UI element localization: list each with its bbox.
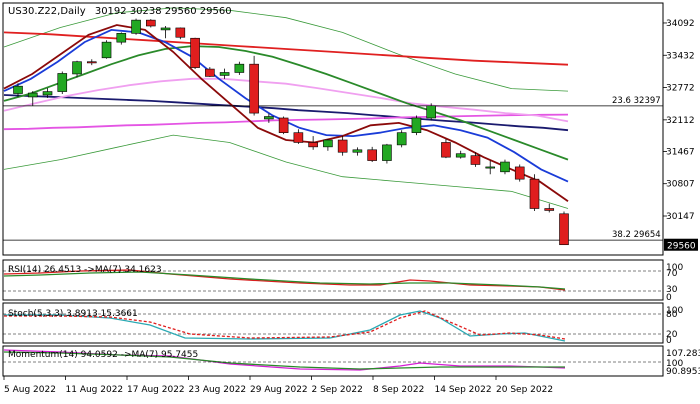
candle-body-27 xyxy=(411,117,422,133)
stoch-panel-frame xyxy=(2,302,664,344)
fib-level-label-0: 23.6 32397 xyxy=(612,96,661,106)
price-tick-label-4: 31467 xyxy=(666,147,695,157)
rsi-panel-frame xyxy=(2,259,664,301)
candle-body-36 xyxy=(544,208,555,211)
stoch-tick-20: 20 xyxy=(666,330,678,340)
x-axis-label-1: 11 Aug 2022 xyxy=(66,385,124,395)
stoch-tick-80: 80 xyxy=(666,310,678,320)
rsi-tick-0: 0 xyxy=(666,293,672,303)
moving-average-line-0 xyxy=(3,31,569,66)
candle-body-17 xyxy=(264,116,274,120)
candle-body-25 xyxy=(382,144,392,161)
candle-body-3 xyxy=(57,73,68,92)
rsi-tick-70: 70 xyxy=(666,269,678,279)
candle-body-29 xyxy=(441,142,451,158)
bollinger-lower-line xyxy=(3,134,569,209)
candle-body-5 xyxy=(86,61,97,64)
rsi-line xyxy=(3,269,566,291)
momentum-tick-100: 100 xyxy=(666,359,683,369)
price-layer: 23.6 32397 38.2 29654 34092 33432 32772 32112… xyxy=(3,7,698,395)
candle-body-6 xyxy=(101,41,112,59)
candle-body-35 xyxy=(529,178,540,209)
price-tick-label-0: 34092 xyxy=(666,19,695,29)
candle-body-26 xyxy=(396,132,407,146)
candle-body-16 xyxy=(249,63,259,114)
momentum-tick-min: 90.8953 xyxy=(666,367,700,377)
momentum-panel-frame xyxy=(2,345,664,377)
stoch-label: Stoch(5,3,3) 3.8913 15.3661 xyxy=(8,309,138,319)
momentum-ma-line xyxy=(3,351,565,370)
fib-level-label-1: 38.2 29654 xyxy=(612,230,661,240)
x-axis-label-0: 5 Aug 2022 xyxy=(4,385,56,395)
candle-body-28 xyxy=(426,105,436,119)
candle-body-11 xyxy=(175,27,186,38)
candle-body-2 xyxy=(42,91,53,96)
candle-body-20 xyxy=(308,142,318,148)
candle-body-4 xyxy=(72,61,82,75)
indicator-layer xyxy=(3,269,663,371)
price-tick-label-1: 33432 xyxy=(666,51,695,61)
momentum-label: Momentum(14) 94.0592 ->MA(7) 95.7455 xyxy=(8,350,198,360)
x-axis-label-6: 8 Sep 2022 xyxy=(373,385,424,395)
x-axis-label-3: 23 Aug 2022 xyxy=(189,385,247,395)
chart-ohlc: 30192 30238 29560 29560 xyxy=(95,6,232,17)
candle-body-23 xyxy=(352,149,363,153)
candle-body-37 xyxy=(559,213,569,246)
candle-body-13 xyxy=(205,68,215,77)
candle-body-33 xyxy=(500,161,510,173)
price-tick-label-2: 32772 xyxy=(666,84,695,94)
moving-average-line-6 xyxy=(3,24,569,202)
candle-body-14 xyxy=(219,72,230,76)
candle-body-19 xyxy=(293,132,304,143)
rsi-label: RSI(14) 26.4513 ->MA(7) 34.1623 xyxy=(8,265,162,275)
svg-text:US30.Z22,Daily 30192 302: US30.Z22,Daily 30192 30238 29560 29560 xyxy=(8,6,232,17)
chart-symbol: US30.Z22,Daily xyxy=(8,6,86,17)
price-tick-label-6: 30147 xyxy=(666,212,695,222)
candle-body-7 xyxy=(116,33,127,43)
price-tick-label-5: 30807 xyxy=(666,180,695,190)
stoch-tick-0: 0 xyxy=(666,336,672,346)
candle-body-0 xyxy=(13,85,23,94)
x-axis-label-7: 14 Sep 2022 xyxy=(435,385,492,395)
x-axis-label-5: 2 Sep 2022 xyxy=(312,385,363,395)
stoch-tick-100: 100 xyxy=(666,306,683,316)
x-axis-label-4: 29 Aug 2022 xyxy=(250,385,308,395)
candle-body-31 xyxy=(470,155,481,165)
candle-body-18 xyxy=(278,117,289,133)
candle-body-32 xyxy=(485,166,496,169)
stoch-signal-line xyxy=(4,310,566,340)
candle-body-9 xyxy=(146,19,156,27)
x-axis-label-2: 17 Aug 2022 xyxy=(127,385,185,395)
bollinger-upper-line xyxy=(3,7,569,92)
rsi-ma-line xyxy=(3,271,566,290)
x-axis-label-8: 20 Sep 2022 xyxy=(496,385,553,395)
candle-body-24 xyxy=(367,149,377,161)
candle-body-22 xyxy=(337,139,348,153)
current-price-label: 29560 xyxy=(667,242,696,252)
candle-body-30 xyxy=(455,153,466,158)
candle-body-10 xyxy=(160,27,171,31)
candle-body-1 xyxy=(27,92,38,98)
current-price-tag xyxy=(664,238,698,251)
rsi-tick-30: 30 xyxy=(666,285,678,295)
candle-body-8 xyxy=(131,19,141,34)
candle-body-21 xyxy=(323,139,333,148)
candle-body-34 xyxy=(514,166,525,180)
moving-average-line-4 xyxy=(3,45,569,161)
momentum-tick-max: 107.2833 xyxy=(666,349,700,359)
price-tick-label-3: 32112 xyxy=(666,116,695,126)
moving-average-line-1 xyxy=(3,94,569,132)
candle-body-15 xyxy=(234,63,245,73)
price-panel-frame xyxy=(2,2,664,256)
candle-body-12 xyxy=(190,37,200,68)
rsi-tick-100: 100 xyxy=(666,263,683,273)
moving-average-line-3 xyxy=(3,77,569,123)
